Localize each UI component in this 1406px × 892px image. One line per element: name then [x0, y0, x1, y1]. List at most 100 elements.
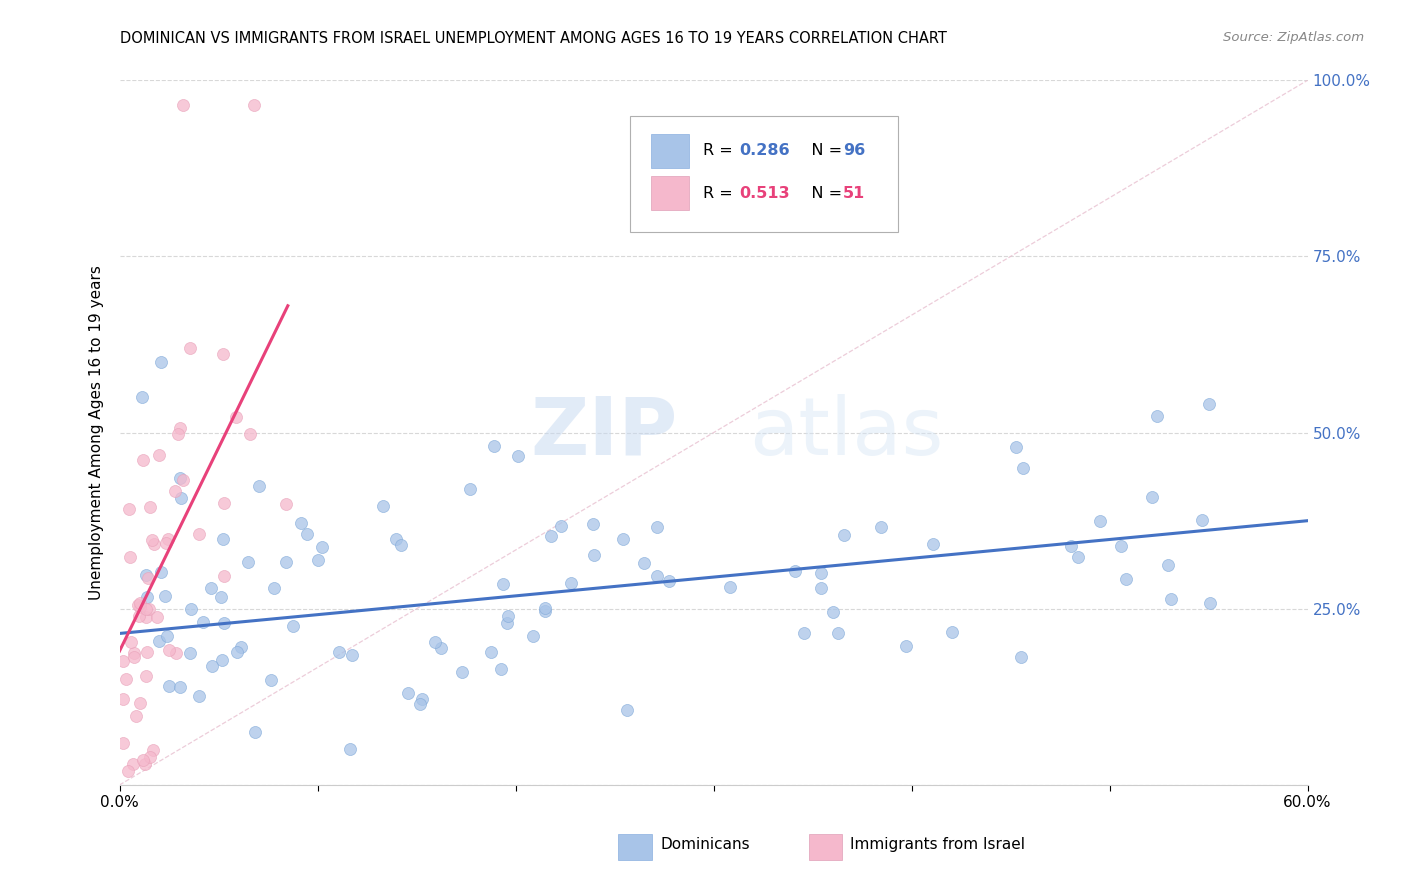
Point [122, 649, 145, 664]
Point [117, 764, 139, 778]
Point [149, 565, 172, 579]
Point [138, 500, 160, 514]
Point [153, 589, 176, 603]
Point [145, 610, 167, 624]
Point [311, 540, 333, 554]
Point [290, 516, 312, 530]
Point [396, 686, 419, 700]
Point [832, 528, 855, 542]
Point [274, 497, 297, 511]
Point [156, 532, 179, 546]
Point [149, 355, 172, 369]
Point [157, 680, 180, 694]
Point [136, 571, 159, 585]
Point [169, 421, 191, 435]
Point [720, 580, 742, 594]
Point [922, 537, 945, 551]
Point [1156, 558, 1178, 572]
Text: Source: ZipAtlas.com: Source: ZipAtlas.com [1223, 31, 1364, 45]
Point [616, 703, 638, 717]
Point [274, 555, 297, 569]
Point [896, 639, 918, 653]
Point [155, 536, 177, 550]
FancyBboxPatch shape [651, 134, 689, 168]
Point [827, 626, 849, 640]
Point [339, 741, 361, 756]
Text: Dominicans: Dominicans [659, 838, 749, 853]
Point [172, 98, 194, 112]
Point [451, 665, 474, 680]
Point [211, 347, 233, 361]
Point [225, 410, 247, 425]
Point [200, 581, 222, 595]
Point [135, 609, 157, 624]
Point [129, 696, 152, 710]
Point [135, 669, 157, 683]
Point [180, 602, 202, 616]
Point [128, 608, 150, 623]
Point [201, 659, 224, 673]
Point [658, 574, 681, 588]
Point [1191, 513, 1213, 527]
Point [138, 602, 160, 616]
Point [1160, 592, 1182, 607]
FancyBboxPatch shape [808, 834, 842, 861]
Text: N =: N = [796, 186, 846, 201]
Point [425, 635, 447, 649]
Point [239, 427, 262, 442]
Point [645, 569, 668, 583]
Point [411, 692, 433, 706]
Point [169, 681, 191, 695]
Point [247, 478, 270, 492]
Point [243, 725, 266, 739]
Point [118, 501, 141, 516]
Point [633, 556, 655, 570]
Point [148, 633, 170, 648]
Point [823, 605, 845, 619]
FancyBboxPatch shape [619, 834, 652, 861]
Text: atlas: atlas [749, 393, 943, 472]
Point [156, 629, 179, 643]
Text: 51: 51 [844, 186, 865, 201]
Point [1111, 539, 1133, 553]
Point [506, 449, 529, 463]
Point [522, 629, 544, 643]
Point [179, 647, 201, 661]
Point [458, 482, 481, 496]
Text: DOMINICAN VS IMMIGRANTS FROM ISRAEL UNEMPLOYMENT AMONG AGES 16 TO 19 YEARS CORRE: DOMINICAN VS IMMIGRANTS FROM ISRAEL UNEM… [120, 31, 946, 46]
Point [534, 604, 557, 618]
Point [226, 645, 249, 659]
Point [340, 648, 363, 663]
Point [810, 582, 832, 596]
Text: Immigrants from Israel: Immigrants from Israel [851, 838, 1025, 853]
Text: ZIP: ZIP [530, 393, 678, 472]
Point [187, 527, 209, 541]
Point [492, 577, 515, 591]
Point [498, 608, 520, 623]
Point [212, 615, 235, 630]
Point [170, 491, 193, 505]
Point [112, 692, 135, 706]
Point [139, 749, 162, 764]
Point [229, 640, 252, 655]
Point [132, 753, 155, 767]
Point [236, 555, 259, 569]
Point [120, 635, 142, 649]
Point [1012, 461, 1035, 475]
Point [295, 527, 318, 541]
Text: 0.513: 0.513 [740, 186, 790, 201]
Point [260, 673, 283, 687]
Point [1005, 440, 1028, 454]
Point [135, 602, 157, 616]
Point [118, 549, 141, 564]
Point [127, 598, 149, 612]
Point [384, 533, 406, 547]
Point [582, 517, 605, 532]
Point [496, 615, 519, 630]
Point [142, 742, 165, 756]
Text: R =: R = [703, 144, 738, 158]
Point [165, 647, 187, 661]
Point [560, 576, 582, 591]
Point [143, 537, 166, 551]
Point [489, 662, 512, 676]
